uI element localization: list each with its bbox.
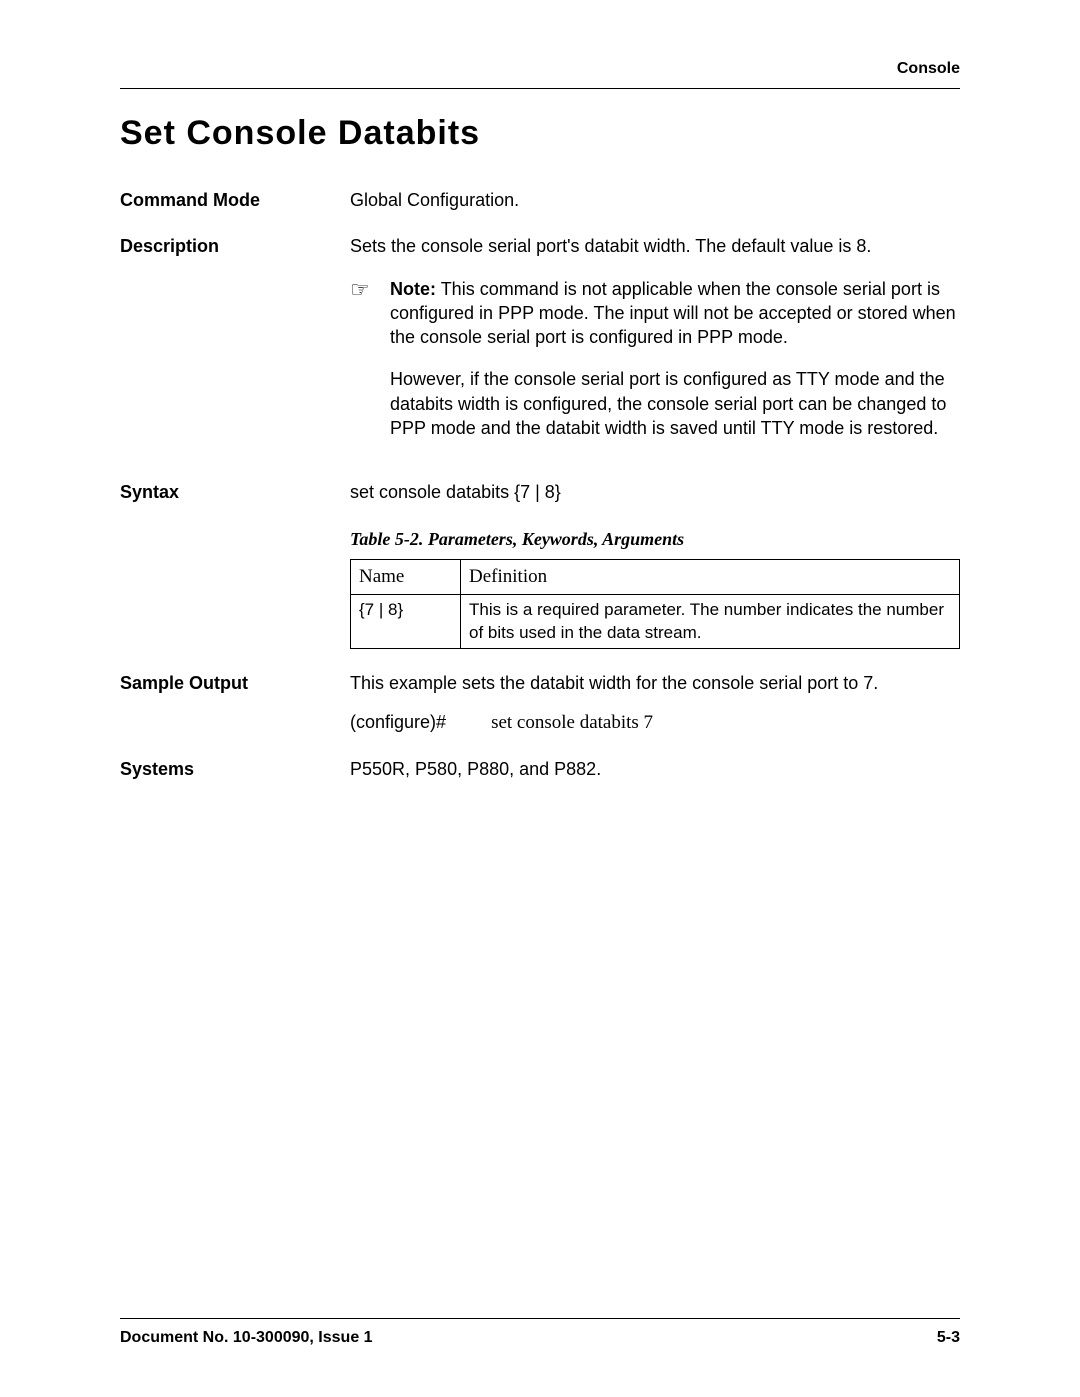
sample-text: This example sets the databit width for … [350,671,960,695]
param-table: Name Definition {7 | 8} This is a requir… [350,559,960,650]
footer: Document No. 10-300090, Issue 1 5-3 [120,1318,960,1347]
header-section: Console [120,60,960,88]
note-body: Note: This command is not applicable whe… [390,277,960,350]
th-definition: Definition [461,559,960,594]
value-syntax: set console databits {7 | 8} [350,480,960,504]
divider-bottom [120,1318,960,1319]
sample-command-line: (configure)# set console databits 7 [350,710,960,736]
description-text: Sets the console serial port's databit w… [350,234,960,258]
label-systems: Systems [120,757,350,781]
footer-page: 5-3 [937,1329,960,1347]
th-name: Name [351,559,461,594]
td-name: {7 | 8} [351,594,461,649]
note-text: This command is not applicable when the … [390,279,956,348]
page-title: Set Console Databits [120,114,960,153]
label-sample: Sample Output [120,671,350,735]
table-wrap: Table 5-2. Parameters, Keywords, Argumen… [350,527,960,650]
value-description: Sets the console serial port's databit w… [350,234,960,458]
label-syntax: Syntax [120,480,350,504]
row-syntax: Syntax set console databits {7 | 8} [120,480,960,504]
td-definition: This is a required parameter. The number… [461,594,960,649]
note-block: ☞ Note: This command is not applicable w… [350,277,960,441]
footer-doc: Document No. 10-300090, Issue 1 [120,1329,373,1347]
label-command-mode: Command Mode [120,188,350,212]
row-command-mode: Command Mode Global Configuration. [120,188,960,212]
pointing-hand-icon: ☞ [350,277,378,350]
note-label: Note: [390,279,436,299]
row-systems: Systems P550R, P580, P880, and P882. [120,757,960,781]
label-table-spacer [120,527,350,650]
table-header-row: Name Definition [351,559,960,594]
sample-command: set console databits 7 [491,712,653,733]
value-sample: This example sets the databit width for … [350,671,960,735]
value-command-mode: Global Configuration. [350,188,960,212]
sample-prompt: (configure)# [350,712,446,732]
table-row: {7 | 8} This is a required parameter. Th… [351,594,960,649]
divider-top [120,88,960,89]
row-sample: Sample Output This example sets the data… [120,671,960,735]
table-caption: Table 5-2. Parameters, Keywords, Argumen… [350,527,960,551]
label-description: Description [120,234,350,458]
row-table: Table 5-2. Parameters, Keywords, Argumen… [120,527,960,650]
note-para2: However, if the console serial port is c… [390,367,960,440]
row-description: Description Sets the console serial port… [120,234,960,458]
page: Console Set Console Databits Command Mod… [0,0,1080,1397]
value-systems: P550R, P580, P880, and P882. [350,757,960,781]
